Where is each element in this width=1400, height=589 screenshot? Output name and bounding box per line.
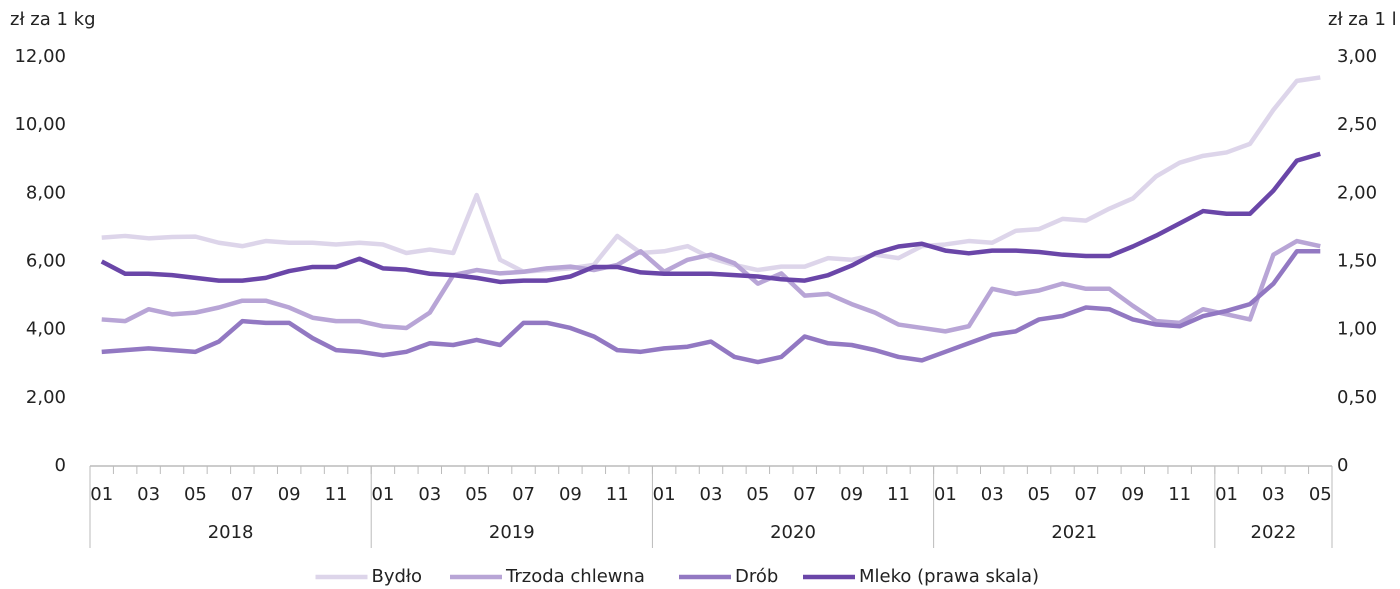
x-tick-label: 07 — [793, 484, 816, 505]
x-tick-label: 09 — [559, 484, 582, 505]
series-line — [101, 238, 1321, 334]
legend-label: Mleko (prawa skala) — [859, 566, 1039, 587]
x-tick-label: 05 — [1028, 484, 1051, 505]
x-tick-label: 11 — [325, 484, 348, 505]
x-tick-label: 01 — [90, 484, 113, 505]
y2-tick-label: 2,50 — [1337, 114, 1377, 135]
y2-tick-label: 1,00 — [1337, 319, 1377, 340]
y-tick-label: 8,00 — [26, 182, 66, 203]
x-tick-label: 07 — [512, 484, 535, 505]
year-label: 2019 — [489, 522, 535, 543]
series-line — [101, 75, 1321, 274]
legend-label: Bydło — [372, 566, 423, 587]
y2-tick-label: 1,50 — [1337, 251, 1377, 272]
x-tick-label: 05 — [465, 484, 488, 505]
x-tick-label: 05 — [746, 484, 769, 505]
x-tick-label: 07 — [1074, 484, 1097, 505]
year-label: 2021 — [1051, 522, 1097, 543]
y-tick-label: 0 — [55, 455, 66, 476]
x-tick-label: 09 — [278, 484, 301, 505]
series-line — [100, 151, 1321, 285]
y-tick-label: 10,00 — [14, 114, 66, 135]
year-label: 2020 — [770, 522, 816, 543]
x-tick-label: 03 — [137, 484, 160, 505]
y2-tick-label: 0,50 — [1337, 387, 1377, 408]
y2-tick-label: 2,00 — [1337, 182, 1377, 203]
x-tick-label: 11 — [1168, 484, 1191, 505]
x-tick-label: 01 — [934, 484, 957, 505]
x-tick-label: 07 — [231, 484, 254, 505]
y2-axis-title: zł za 1 l — [1328, 9, 1397, 30]
x-tick-label: 11 — [606, 484, 629, 505]
y-tick-label: 12,00 — [14, 46, 66, 67]
x-tick-label: 09 — [840, 484, 863, 505]
series-line — [101, 249, 1321, 365]
x-tick-label: 03 — [418, 484, 441, 505]
y-tick-label: 6,00 — [26, 251, 66, 272]
y-tick-label: 2,00 — [26, 387, 66, 408]
year-label: 2018 — [208, 522, 254, 543]
x-tick-label: 05 — [184, 484, 207, 505]
year-label: 2022 — [1251, 522, 1297, 543]
x-tick-label: 01 — [653, 484, 676, 505]
x-tick-label: 03 — [981, 484, 1004, 505]
x-tick-label: 05 — [1309, 484, 1332, 505]
x-tick-label: 01 — [1215, 484, 1238, 505]
y2-tick-label: 0 — [1337, 455, 1348, 476]
y2-tick-label: 3,00 — [1337, 46, 1377, 67]
legend-label: Drób — [735, 566, 778, 587]
x-tick-label: 03 — [700, 484, 723, 505]
legend-label: Trzoda chlewna — [505, 566, 645, 587]
y-tick-label: 4,00 — [26, 319, 66, 340]
x-tick-label: 03 — [1262, 484, 1285, 505]
x-tick-label: 09 — [1121, 484, 1144, 505]
x-tick-label: 11 — [887, 484, 910, 505]
y-axis-title: zł za 1 kg — [10, 9, 96, 30]
x-tick-label: 01 — [371, 484, 394, 505]
